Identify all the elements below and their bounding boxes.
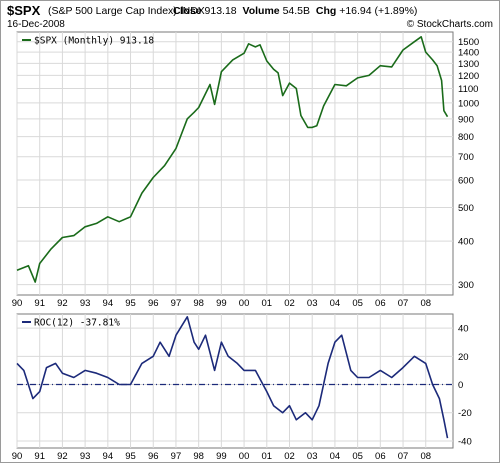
close-label: Close (173, 5, 202, 17)
roc-x-tick-label: 92 (57, 451, 68, 462)
price-series-line (16, 35, 449, 283)
price-x-tick-label: 90 (12, 298, 23, 309)
price-x-tick-label: 04 (330, 298, 341, 309)
price-y-tick-label: 1500 (458, 37, 479, 48)
roc-y-tick-label: 0 (458, 380, 463, 391)
price-y-tick-label: 700 (458, 152, 474, 163)
chg-label: Chg (315, 5, 337, 17)
price-y-tick-label: 1200 (458, 71, 479, 82)
roc-series-line (16, 315, 449, 439)
roc-x-tick-label: 08 (420, 451, 431, 462)
roc-x-tick-label: 97 (171, 451, 182, 462)
roc-y-tick-label: -40 (458, 436, 472, 447)
price-legend-label: $SPX (Monthly) 913.18 (34, 36, 154, 47)
brand-watermark: © StockCharts.com (406, 19, 493, 30)
roc-plot-area (16, 313, 454, 449)
chart-header: $SPX (S&P 500 Large Cap Index) INDX 16-D… (7, 3, 495, 30)
price-plot-area (16, 31, 454, 296)
chart-date: 16-Dec-2008 (7, 19, 65, 30)
symbol: $SPX (7, 3, 41, 18)
roc-x-tick-label: 05 (352, 451, 363, 462)
close-value: 913.18 (204, 5, 237, 17)
roc-x-tick-label: 04 (330, 451, 341, 462)
volume-value: 54.5B (282, 5, 311, 17)
price-x-tick-label: 08 (420, 298, 431, 309)
chg-value: +16.94 (+1.89%) (339, 5, 418, 17)
price-x-tick-label: 02 (284, 298, 295, 309)
price-y-tick-label: 1000 (458, 98, 479, 109)
roc-x-tick-label: 03 (307, 451, 318, 462)
price-x-tick-label: 00 (239, 298, 250, 309)
price-x-tick-label: 92 (57, 298, 68, 309)
price-x-tick-label: 03 (307, 298, 318, 309)
price-y-tick-label: 1100 (458, 84, 478, 95)
roc-panel: 90 91 92 93 94 95 96 97 98 99 00 01 02 03 04 05 06 07 08 -4… (12, 313, 472, 462)
price-y-tick-label: 500 (458, 203, 474, 214)
instrument-name: (S&P 500 Large Cap Index) INDX (48, 5, 205, 17)
roc-x-tick-label: 95 (125, 451, 136, 462)
price-x-tick-label: 96 (148, 298, 159, 309)
roc-y-tick-label: 20 (458, 352, 469, 363)
price-y-tick-label: 800 (458, 132, 474, 143)
volume-label: Volume (242, 5, 280, 17)
roc-x-tick-label: 91 (34, 451, 45, 462)
roc-x-tick-label: 96 (148, 451, 159, 462)
quote-stats: Close 913.18 Volume 54.5B Chg +16.94 (+1… (173, 5, 417, 17)
roc-x-tick-label: 00 (239, 451, 250, 462)
price-y-tick-label: 900 (458, 114, 474, 125)
price-x-tick-label: 99 (216, 298, 227, 309)
roc-x-tick-label: 93 (80, 451, 91, 462)
roc-x-tick-label: 01 (262, 451, 273, 462)
price-y-tick-label: 300 (458, 280, 474, 291)
price-y-tick-label: 600 (458, 175, 474, 186)
roc-x-tick-label: 07 (398, 451, 409, 462)
price-panel: 90 91 92 93 94 95 96 97 98 99 00 01 02 03 04 05 06 07 08 30… (12, 31, 479, 309)
roc-x-tick-label: 98 (193, 451, 204, 462)
price-x-tick-label: 91 (34, 298, 45, 309)
price-y-tick-label: 1300 (458, 59, 479, 70)
price-y-tick-label: 400 (458, 237, 474, 248)
roc-legend-label: ROC(12) -37.81% (34, 318, 120, 329)
price-x-tick-label: 07 (398, 298, 409, 309)
price-x-tick-label: 97 (171, 298, 182, 309)
roc-x-tick-label: 02 (284, 451, 295, 462)
price-x-tick-label: 95 (125, 298, 136, 309)
price-y-tick-label: 1400 (458, 48, 479, 59)
roc-x-tick-label: 06 (375, 451, 386, 462)
price-x-tick-label: 05 (352, 298, 363, 309)
price-x-tick-label: 94 (103, 298, 114, 309)
roc-y-tick-label: -20 (458, 408, 472, 419)
price-x-tick-label: 93 (80, 298, 91, 309)
roc-y-tick-label: 40 (458, 324, 469, 335)
price-x-tick-label: 01 (262, 298, 273, 309)
roc-x-tick-label: 99 (216, 451, 227, 462)
roc-x-tick-label: 90 (12, 451, 23, 462)
price-x-tick-label: 98 (193, 298, 204, 309)
price-x-tick-label: 06 (375, 298, 386, 309)
roc-x-tick-label: 94 (103, 451, 114, 462)
